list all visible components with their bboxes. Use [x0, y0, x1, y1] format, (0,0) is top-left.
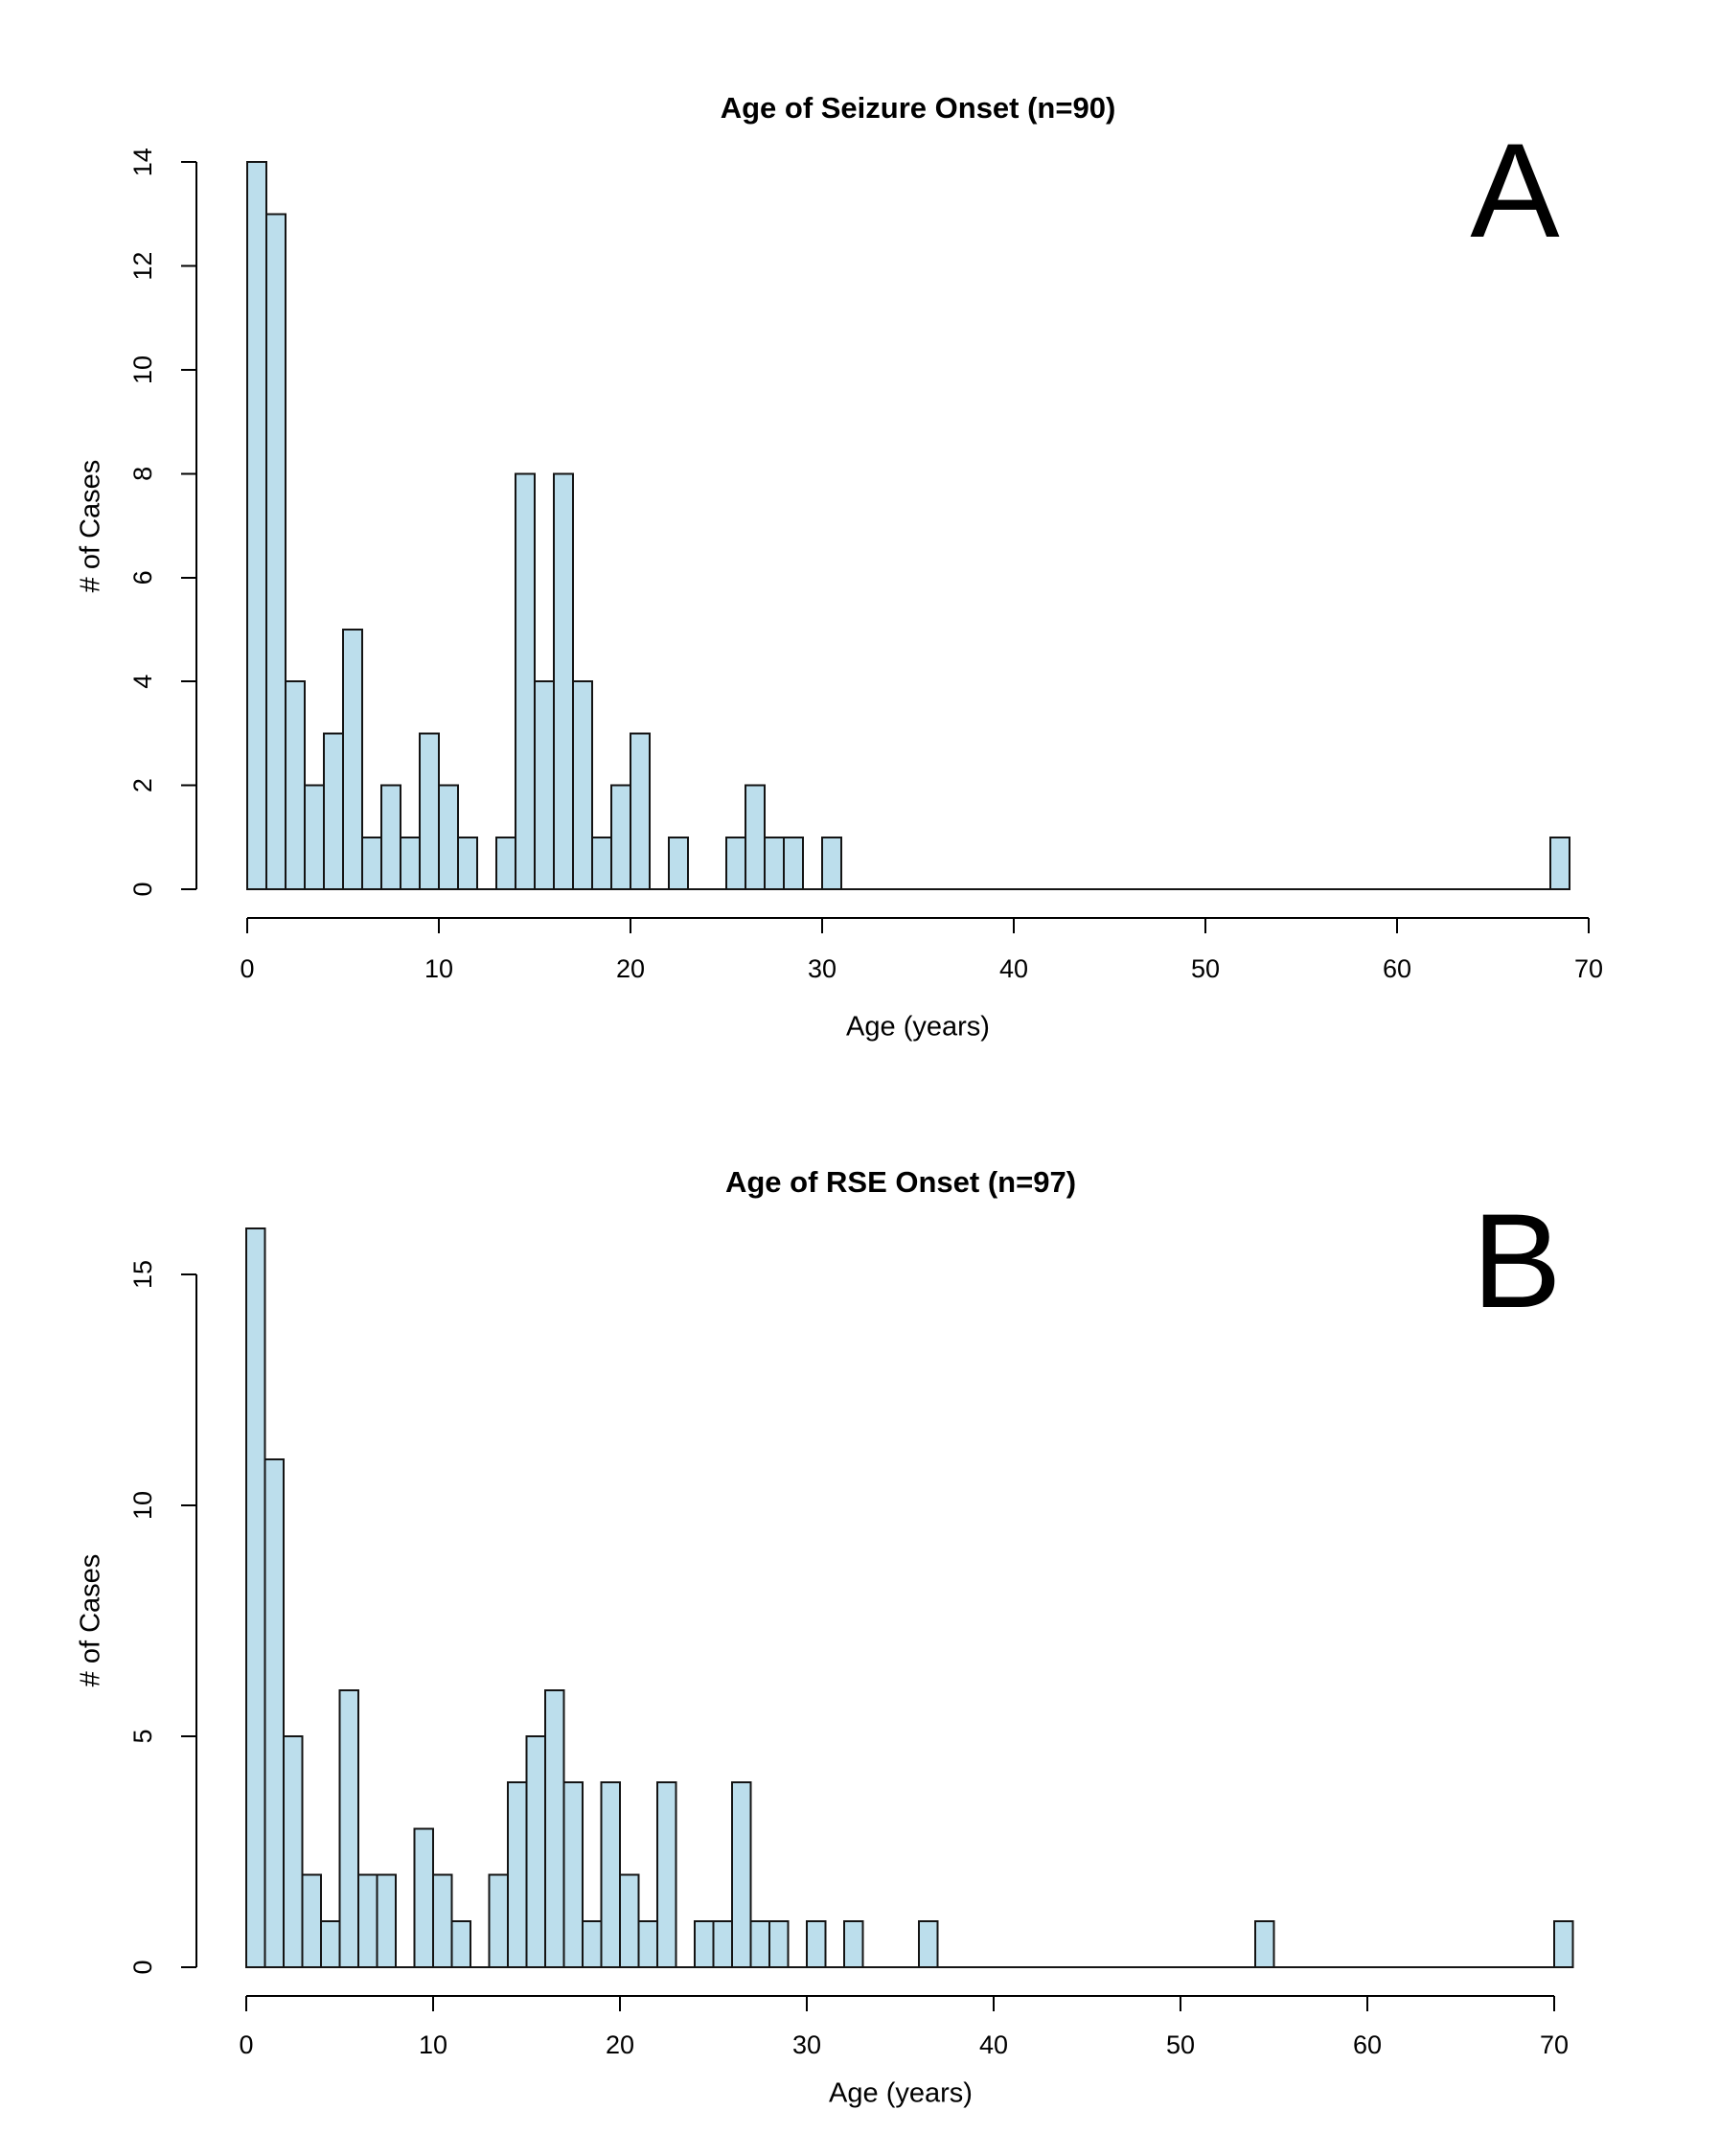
chart-b-x-tick-label: 60	[1353, 2030, 1382, 2059]
chart-a-bar	[265, 213, 286, 890]
chart-b-bar	[768, 1919, 790, 1969]
chart-a-x-tick-label: 60	[1383, 954, 1411, 983]
chart-a-x-tick-label: 10	[424, 954, 453, 983]
chart-a-bar	[610, 784, 631, 890]
chart-a-bar	[419, 732, 440, 891]
chart-a-bar	[495, 836, 516, 890]
chart-a-bar	[304, 784, 325, 890]
chart-b-bar	[1254, 1919, 1275, 1969]
chart-a-x-tick-label: 0	[240, 954, 254, 983]
chart-b-y-tick-label: 5	[128, 1729, 157, 1743]
chart-a-bar	[400, 836, 421, 890]
chart-a-bar	[668, 836, 689, 890]
chart-b-bar	[507, 1781, 528, 1968]
chart-a-bar	[246, 161, 267, 890]
chart-a-y-tick-label: 14	[128, 148, 157, 176]
panel-a-letter: A	[1470, 115, 1560, 265]
chart-b-bar	[338, 1688, 359, 1969]
chart-a-bar	[591, 836, 612, 890]
chart-b-bar	[320, 1919, 341, 1969]
chart-b-bar	[283, 1735, 304, 1968]
chart-b-bar	[712, 1919, 733, 1969]
chart-a-title: Age of Seizure Onset (n=90)	[720, 91, 1116, 125]
chart-a-x-tick-label: 30	[808, 954, 837, 983]
chart-b-x-tick-label: 10	[419, 2030, 447, 2059]
chart-a-bar	[342, 629, 363, 890]
chart-b-bar	[1553, 1919, 1574, 1969]
chart-a-x-tick-label: 20	[616, 954, 645, 983]
chart-a-y-tick-label: 12	[128, 252, 157, 281]
panel-b-letter: B	[1472, 1185, 1562, 1336]
chart-b-bar	[376, 1873, 397, 1968]
chart-b-title: Age of RSE Onset (n=97)	[724, 1165, 1077, 1199]
chart-b-bar	[806, 1919, 827, 1969]
chart-a-bar	[361, 836, 382, 890]
chart-a-y-tick-label: 8	[128, 467, 157, 481]
chart-b-bar	[357, 1873, 378, 1968]
chart-a-bar	[534, 680, 555, 891]
chart-a-bar	[553, 472, 574, 890]
chart-b-bar	[600, 1781, 621, 1968]
chart-b-y-axis-label: # of Cases	[75, 1553, 106, 1687]
chart-a-bar	[572, 680, 593, 891]
chart-b-bar	[582, 1919, 603, 1969]
chart-b-bar	[562, 1781, 584, 1968]
chart-b-bar	[918, 1919, 939, 1969]
chart-b-bar	[245, 1227, 266, 1969]
chart-b-bar	[544, 1688, 565, 1969]
chart-b-y-tick-label: 15	[128, 1260, 157, 1289]
chart-a-bar	[323, 732, 344, 891]
chart-a-bar	[783, 836, 804, 890]
chart-b-x-tick-label: 30	[792, 2030, 821, 2059]
chart-a-y-tick-label: 0	[128, 882, 157, 896]
chart-b-x-tick-label: 20	[606, 2030, 634, 2059]
chart-a-bar	[1549, 836, 1570, 890]
chart-b-bar	[301, 1873, 322, 1968]
chart-b-bar	[619, 1873, 640, 1968]
chart-a-x-axis-label: Age (years)	[846, 1011, 990, 1043]
chart-a-x-tick-label: 50	[1191, 954, 1220, 983]
chart-a-y-tick-label: 6	[128, 570, 157, 585]
chart-a-bar	[725, 836, 746, 890]
chart-b-x-tick-label: 50	[1166, 2030, 1195, 2059]
chart-b-bar	[694, 1919, 715, 1969]
chart-a-bar	[821, 836, 842, 890]
chart-a-bar	[745, 784, 766, 890]
chart-a-y-tick-label: 4	[128, 675, 157, 689]
chart-a-bar	[764, 836, 785, 890]
chart-b-x-tick-label: 70	[1540, 2030, 1569, 2059]
chart-a-x-tick-label: 70	[1574, 954, 1603, 983]
chart-a-y-axis-label: # of Cases	[75, 459, 106, 593]
chart-b-bar	[843, 1919, 864, 1969]
chart-b-bar	[264, 1457, 285, 1969]
chart-b-bar	[749, 1919, 770, 1969]
chart-a-bar	[515, 472, 536, 890]
chart-b-bar	[731, 1781, 752, 1968]
chart-b-bar	[488, 1873, 509, 1968]
chart-a-bar	[630, 732, 651, 891]
chart-b-bar	[450, 1919, 471, 1969]
chart-b-y-tick-label: 0	[128, 1960, 157, 1974]
chart-b-bar	[413, 1827, 434, 1969]
chart-b-bar	[637, 1919, 658, 1969]
chart-a-bar	[457, 836, 478, 890]
chart-a-bar	[438, 784, 459, 890]
chart-a-bar	[285, 680, 306, 891]
chart-a-bar	[380, 784, 401, 890]
chart-b-y-tick-label: 10	[128, 1491, 157, 1520]
chart-a-y-tick-label: 2	[128, 778, 157, 792]
chart-a-y-tick-label: 10	[128, 356, 157, 384]
chart-a-x-tick-label: 40	[999, 954, 1028, 983]
chart-b-bar	[525, 1735, 546, 1968]
chart-b-bar	[432, 1873, 453, 1968]
chart-b-x-tick-label: 40	[979, 2030, 1008, 2059]
chart-b-x-axis-label: Age (years)	[829, 2077, 973, 2109]
chart-b-bar	[656, 1781, 677, 1968]
chart-b-x-tick-label: 0	[239, 2030, 253, 2059]
